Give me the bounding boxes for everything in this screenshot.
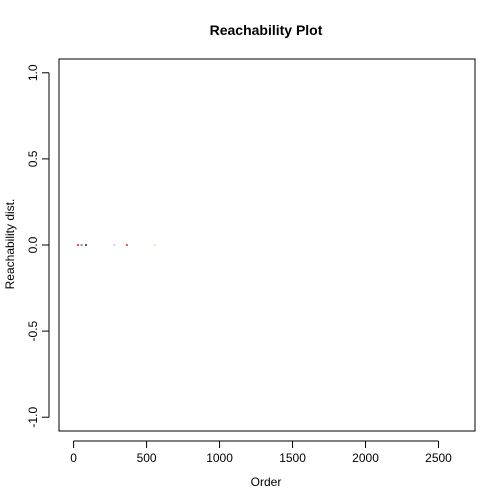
y-tick-label: -0.5 [26, 320, 40, 341]
data-point [153, 244, 156, 246]
chart-title: Reachability Plot [210, 22, 323, 38]
x-tick-label: 2500 [425, 451, 452, 465]
x-tick-label: 500 [137, 451, 157, 465]
data-point [80, 244, 83, 246]
x-tick-label: 1500 [279, 451, 306, 465]
x-tick-label: 0 [70, 451, 77, 465]
y-axis: -1.0 -0.5 0.0 0.5 1.0 [26, 64, 50, 428]
x-tick-label: 1000 [206, 451, 233, 465]
y-tick-label: 0.0 [26, 236, 40, 253]
data-point [85, 244, 88, 246]
data-point [113, 244, 116, 246]
x-axis-label: Order [251, 475, 282, 489]
y-tick-label: -1.0 [26, 407, 40, 428]
data-point [76, 244, 79, 246]
data-points [76, 244, 156, 246]
x-axis: 0 500 1000 1500 2000 2500 [70, 440, 452, 465]
plot-frame [58, 58, 476, 432]
y-axis-label: Reachability dist. [3, 199, 17, 290]
y-tick-label: 1.0 [26, 64, 40, 81]
data-point [125, 244, 128, 246]
y-tick-label: 0.5 [26, 150, 40, 167]
x-tick-label: 2000 [352, 451, 379, 465]
